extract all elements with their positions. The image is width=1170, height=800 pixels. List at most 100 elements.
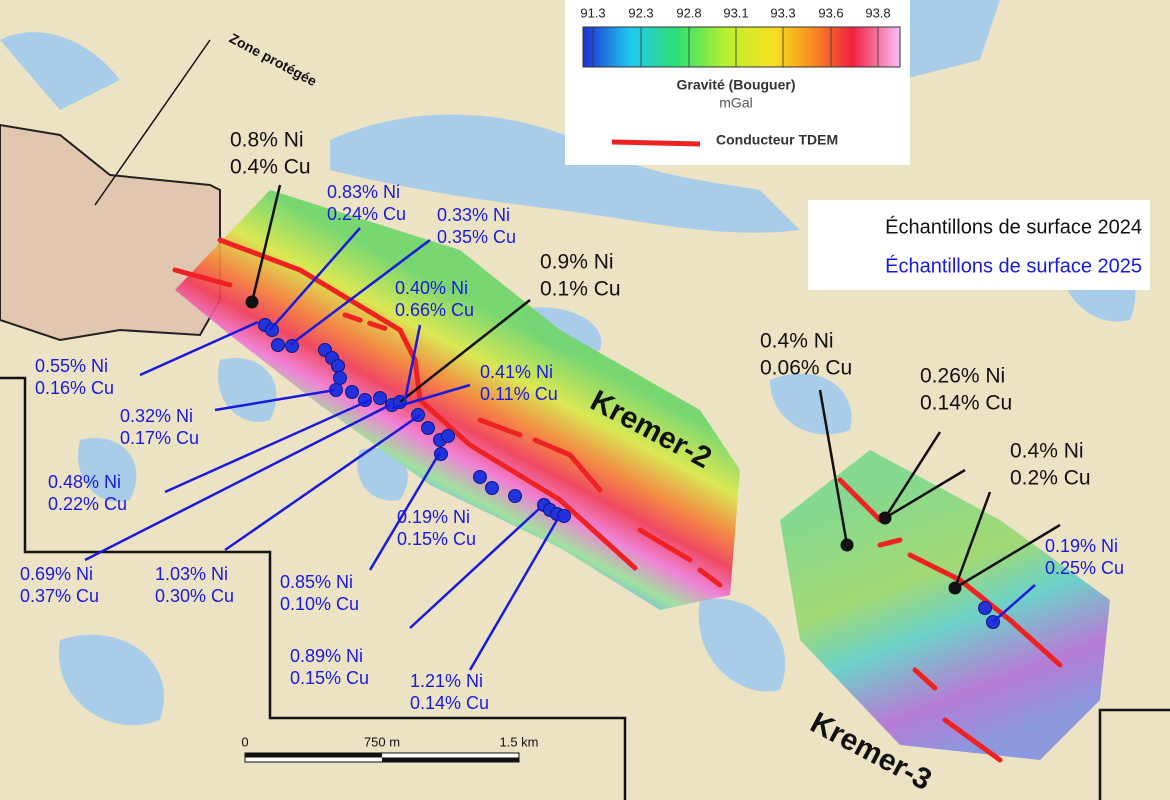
sample-cu: 0.14% Cu <box>920 392 1012 415</box>
leader-line <box>391 383 471 410</box>
sample-dot-2025 <box>473 470 487 484</box>
leader-line <box>214 388 336 412</box>
sample-cu: 0.22% Cu <box>48 494 127 514</box>
sample-labels: 0.8% Ni 0.4% Cu 0.9% Ni 0.1% Cu 0.4% Ni 0.06%… <box>20 129 1124 713</box>
legend-ticks: 91.3 92.3 92.8 93.1 93.3 93.6 93.8 <box>580 5 891 67</box>
sample-ni: 0.8% Ni <box>230 129 304 152</box>
sample-cu: 0.35% Cu <box>437 227 516 247</box>
sample-cu: 0.2% Cu <box>1010 467 1091 490</box>
leader-line <box>269 227 361 331</box>
sample-ni: 0.41% Ni <box>480 362 553 382</box>
sample-dot-2025 <box>331 359 345 373</box>
legend-tick: 93.3 <box>770 5 795 20</box>
sample-cu: 0.25% Cu <box>1045 558 1124 578</box>
legend-tick: 93.8 <box>865 5 890 20</box>
sample-dot-2025 <box>421 421 435 435</box>
sample-cu: 0.4% Cu <box>230 156 311 179</box>
sample-cu: 0.30% Cu <box>155 586 234 606</box>
sample-cu: 0.15% Cu <box>397 529 476 549</box>
sample-ni: 0.4% Ni <box>1010 440 1084 463</box>
sample-dot-2025 <box>333 371 347 385</box>
sample-cu: 0.06% Cu <box>760 357 852 380</box>
scale-label: 1.5 km <box>499 734 538 749</box>
sample-cu: 0.24% Cu <box>327 204 406 224</box>
sample-legend-box <box>808 200 1150 290</box>
sample-dot-2025 <box>557 509 571 523</box>
sample-dot-2025 <box>265 323 279 337</box>
legend-tick: 93.1 <box>723 5 748 20</box>
sample-ni: 0.9% Ni <box>540 251 614 274</box>
legend-tick: 92.3 <box>628 5 653 20</box>
legend-2025: Échantillons de surface 2025 <box>885 254 1142 277</box>
sample-dot-2025 <box>441 429 455 443</box>
legend-2024: Échantillons de surface 2024 <box>885 215 1142 238</box>
leader-line <box>953 491 992 589</box>
claim-boundary <box>0 376 1170 800</box>
sample-ni: 0.48% Ni <box>48 472 121 492</box>
tdem-conductors <box>172 237 1063 763</box>
sample-cu: 0.17% Cu <box>120 428 199 448</box>
sample-ni: 1.21% Ni <box>410 671 483 691</box>
leader-line <box>954 523 1061 590</box>
legend-conductor-line <box>611 139 701 147</box>
leader-line <box>409 507 541 629</box>
sample-ni: 0.33% Ni <box>437 205 510 225</box>
leader-line <box>164 398 371 494</box>
sample-dot-2025 <box>271 338 285 352</box>
sample-cu: 0.14% Cu <box>410 693 489 713</box>
sample-ni: 1.03% Ni <box>155 564 228 584</box>
leader-line <box>250 184 282 303</box>
sample-ni: 0.89% Ni <box>290 646 363 666</box>
legend-tick: 93.6 <box>818 5 843 20</box>
leader-line <box>399 299 531 403</box>
sample-ni: 0.85% Ni <box>280 572 353 592</box>
leader-line <box>992 584 1036 623</box>
sample-dot-2025 <box>373 391 387 405</box>
sample-dot-2025 <box>485 481 499 495</box>
sample-dot-2025 <box>285 339 299 353</box>
zone-pointer <box>94 39 211 206</box>
sample-cu: 0.37% Cu <box>20 586 99 606</box>
sample-ni: 0.69% Ni <box>20 564 93 584</box>
sample-ni: 0.19% Ni <box>1045 536 1118 556</box>
leader-line <box>468 514 562 671</box>
leader-line <box>224 413 421 552</box>
sample-dot-2025 <box>508 489 522 503</box>
scale-label: 0 <box>241 734 248 749</box>
sample-cu: 0.1% Cu <box>540 278 621 301</box>
sample-cu: 0.11% Cu <box>480 384 558 404</box>
sample-cu: 0.66% Cu <box>395 300 474 320</box>
leader-line <box>84 403 391 562</box>
leader-line <box>403 324 422 401</box>
sample-ni: 0.19% Ni <box>397 507 470 527</box>
legend-title: Gravité (Bouguer) <box>676 77 795 93</box>
leader-line <box>883 431 942 519</box>
sample-dot-2025 <box>345 385 359 399</box>
sample-cu: 0.16% Cu <box>35 378 114 398</box>
leader-line <box>884 468 966 520</box>
sample-ni: 0.32% Ni <box>120 406 193 426</box>
scale-bar: 0 750 m 1.5 km <box>241 734 539 763</box>
legend-tick: 92.8 <box>676 5 701 20</box>
gravity-anomaly <box>780 450 1110 760</box>
sample-cu: 0.10% Cu <box>280 594 359 614</box>
sample-ni: 0.55% Ni <box>35 356 108 376</box>
legend-conductor: Conducteur TDEM <box>716 132 838 148</box>
gravity-anomaly <box>175 190 740 610</box>
sample-ni: 0.83% Ni <box>327 182 400 202</box>
sample-dot-2025 <box>978 601 992 615</box>
sample-ni: 0.4% Ni <box>760 330 834 353</box>
color-bar <box>582 26 901 68</box>
leader-line <box>818 389 849 546</box>
legend-unit: mGal <box>719 95 752 111</box>
leader-lines <box>84 184 1061 671</box>
legend-tick: 91.3 <box>580 5 605 20</box>
sample-ni: 0.26% Ni <box>920 365 1005 388</box>
sample-ni: 0.40% Ni <box>395 278 468 298</box>
scale-label: 750 m <box>364 734 400 749</box>
leader-line <box>139 320 259 377</box>
leader-line <box>368 451 442 571</box>
sample-cu: 0.15% Cu <box>290 668 369 688</box>
leader-line <box>289 239 431 346</box>
